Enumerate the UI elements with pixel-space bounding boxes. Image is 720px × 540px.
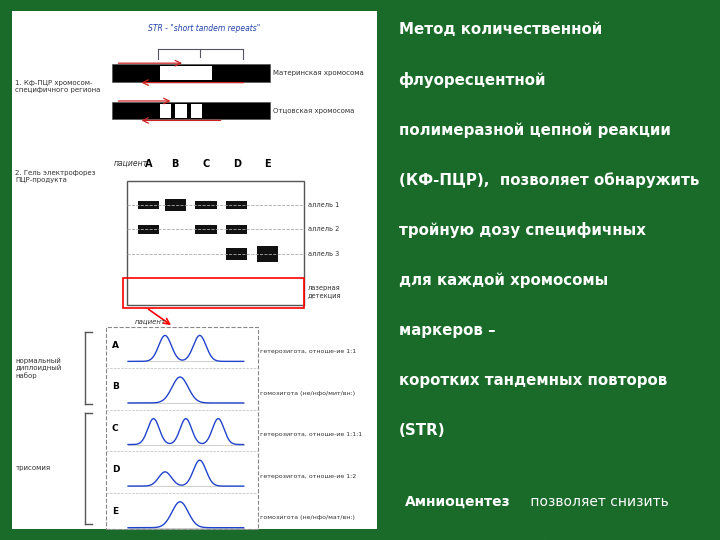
Text: E: E [264, 159, 271, 169]
Text: тройную дозу специфичных: тройную дозу специфичных [399, 222, 645, 239]
Bar [257, 246, 279, 262]
Text: B: B [112, 382, 119, 392]
Bar [202, 66, 212, 80]
Text: пациент: пациент [114, 158, 148, 167]
Bar [226, 225, 248, 233]
Text: пациент: пациент [135, 318, 166, 324]
Bar [191, 66, 202, 80]
Text: трисомия: трисомия [15, 465, 50, 471]
Text: Материнская хромосома: Материнская хромосома [274, 70, 364, 76]
Text: аллель 1: аллель 1 [308, 202, 339, 208]
Text: коротких тандемных повторов: коротких тандемных повторов [399, 373, 667, 388]
Text: C: C [202, 159, 210, 169]
Bar [170, 66, 181, 80]
Bar [175, 104, 186, 118]
Bar [106, 327, 258, 529]
Bar [112, 64, 269, 82]
Bar [123, 278, 305, 308]
Text: 1. Кф-ПЦР хромосом-
специфичного региона: 1. Кф-ПЦР хромосом- специфичного региона [15, 80, 101, 93]
Bar [226, 248, 248, 260]
Text: гомозигота (не/нфо/мат/вн:): гомозигота (не/нфо/мат/вн:) [260, 516, 355, 521]
Bar [127, 181, 305, 305]
Bar [226, 201, 248, 209]
Text: A: A [112, 341, 119, 350]
Text: E: E [112, 507, 118, 516]
Bar [138, 225, 159, 233]
Text: (КФ-ПЦР),  позволяет обнаружить: (КФ-ПЦР), позволяет обнаружить [399, 172, 699, 188]
Text: позволяет снизить: позволяет снизить [526, 495, 669, 509]
Bar [160, 66, 171, 80]
Bar [160, 104, 171, 118]
Text: B: B [171, 159, 179, 169]
Text: гетерозигота, отноше-ие 1:1: гетерозигота, отноше-ие 1:1 [260, 349, 356, 354]
Text: Амниоцентез: Амниоцентез [405, 495, 511, 509]
Text: STR - "short tandem repeats": STR - "short tandem repeats" [148, 24, 261, 33]
Text: 2. Гель электрофорез
ПЦР-продукта: 2. Гель электрофорез ПЦР-продукта [15, 170, 96, 183]
Text: полимеразной цепной реакции: полимеразной цепной реакции [399, 122, 670, 138]
Text: гетерозигота, отноше-ие 1:2: гетерозигота, отноше-ие 1:2 [260, 474, 356, 479]
Text: D: D [233, 159, 241, 169]
Text: флуоресцентной: флуоресцентной [399, 72, 546, 88]
Text: гетерозигота, отноше-ие 1:1:1: гетерозигота, отноше-ие 1:1:1 [260, 433, 362, 437]
Text: C: C [112, 424, 118, 433]
Bar [112, 102, 269, 119]
Text: для каждой хромосомы: для каждой хромосомы [399, 273, 608, 288]
Text: лазерная
детекция: лазерная детекция [308, 285, 342, 298]
Bar [196, 201, 217, 209]
Text: D: D [112, 465, 120, 475]
Text: Отцовская хромосома: Отцовская хромосома [274, 107, 355, 114]
Bar [165, 199, 186, 211]
Text: аллель 2: аллель 2 [308, 226, 340, 233]
Bar [181, 66, 192, 80]
Text: нормальный
диплоидный
набор: нормальный диплоидный набор [15, 357, 62, 379]
Bar [196, 225, 217, 233]
Text: Метод количественной: Метод количественной [399, 22, 602, 37]
Text: (STR): (STR) [399, 423, 445, 438]
Text: маркеров –: маркеров – [399, 323, 495, 338]
Bar [191, 104, 202, 118]
Bar [138, 201, 159, 209]
Text: аллель 3: аллель 3 [308, 251, 339, 257]
Text: A: A [145, 159, 152, 169]
Text: гомозигота (не/нфо/мит/вн:): гомозигота (не/нфо/мит/вн:) [260, 391, 355, 396]
